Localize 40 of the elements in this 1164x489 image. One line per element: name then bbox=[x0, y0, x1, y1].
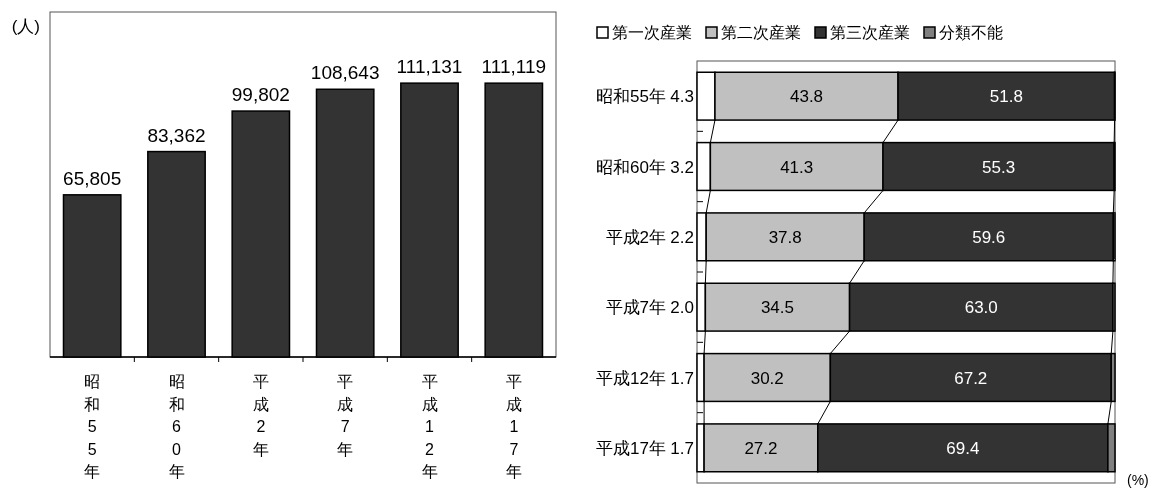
legend-label: 分類不能 bbox=[939, 24, 1003, 41]
data-label: 83,362 bbox=[147, 124, 206, 146]
data-label: 3.2 bbox=[670, 157, 694, 177]
data-label: 65,805 bbox=[63, 167, 122, 189]
x-tick-label: 昭和55年 bbox=[84, 373, 101, 480]
data-label: 30.2 bbox=[750, 368, 784, 388]
data-label: 2.0 bbox=[670, 298, 694, 318]
x-tick-label: 平成7年 bbox=[337, 373, 354, 458]
data-label: 4.3 bbox=[670, 87, 694, 107]
y-tick-label: 平成7年 bbox=[605, 298, 666, 318]
data-label: 43.8 bbox=[789, 87, 824, 107]
data-label: 41.3 bbox=[780, 157, 814, 177]
data-label: 55.3 bbox=[982, 157, 1016, 177]
data-label: 63.0 bbox=[964, 298, 998, 318]
y-tick-label: 平成2年 bbox=[605, 227, 666, 247]
y-tick-label: 昭和60年 bbox=[596, 157, 666, 177]
x-axis-title: (%) bbox=[1127, 472, 1149, 488]
data-label: 108,643 bbox=[310, 62, 380, 84]
y-axis-title: (人) bbox=[11, 17, 40, 36]
legend-label: 第一次産業 bbox=[612, 24, 692, 41]
data-label: 27.2 bbox=[744, 438, 778, 458]
x-tick-label: 平成12年 bbox=[421, 373, 438, 480]
data-label: 59.6 bbox=[972, 227, 1006, 247]
legend-label: 第三次産業 bbox=[830, 24, 910, 41]
legend-label: 第二次産業 bbox=[721, 24, 801, 41]
data-label: 99,802 bbox=[231, 84, 290, 106]
data-label: 69.4 bbox=[946, 438, 980, 458]
data-label: 111,131 bbox=[396, 56, 463, 78]
data-label: 37.8 bbox=[768, 227, 802, 247]
x-tick-label: 昭和60年 bbox=[168, 373, 185, 480]
data-label: 34.5 bbox=[760, 298, 795, 318]
x-tick-label: 平成2年 bbox=[252, 373, 269, 458]
x-tick-label: 平成17年 bbox=[505, 373, 522, 480]
data-label: 67.2 bbox=[954, 368, 988, 388]
data-label: 111,119 bbox=[481, 56, 547, 78]
data-label: 51.8 bbox=[989, 87, 1023, 107]
data-label: 2.2 bbox=[670, 227, 694, 247]
y-tick-label: 昭和55年 bbox=[596, 87, 666, 107]
data-label: 1.7 bbox=[670, 368, 694, 388]
data-label: 1.7 bbox=[670, 438, 694, 458]
